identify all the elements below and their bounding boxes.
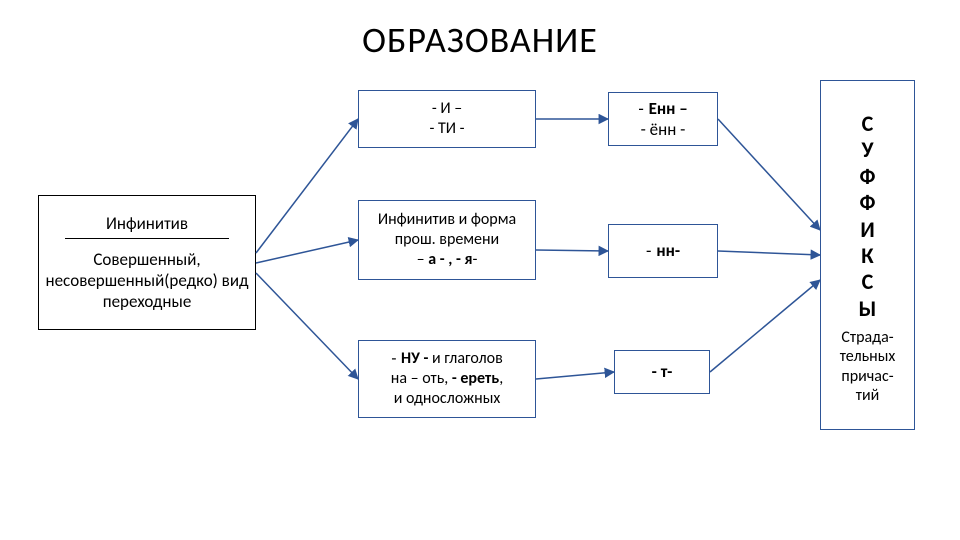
mid3-bold1: НУ - — [401, 349, 432, 368]
middle-box-2: Инфинитив и форма прош. времени – а - , … — [358, 200, 536, 280]
suffix-l3: Ф — [827, 190, 908, 216]
suffix-l5: К — [827, 243, 908, 269]
suffix-l7: Ы — [827, 296, 908, 322]
mid2-line1: Инфинитив и форма — [365, 210, 529, 230]
r3-bold: - т- — [621, 361, 703, 382]
suffix-sub2: причас- — [827, 367, 908, 386]
page-title: ОБРАЗОВАНИЕ — [0, 18, 960, 62]
middle-box-1: - И – - ТИ - — [358, 90, 536, 148]
r2-dash: - — [646, 241, 656, 260]
suffix-l0: С — [827, 111, 908, 137]
mid3-mid1: и глаголов — [432, 349, 503, 368]
mid2-l3-bold: а - , - я — [425, 250, 473, 269]
mid2-line2: прош. времени — [365, 230, 529, 250]
r2-line1: - нн- — [615, 240, 711, 261]
infinitive-box: Инфинитив Совершенный, несовершенный(ред… — [38, 195, 256, 330]
suffix-l6: С — [827, 269, 908, 295]
mid3-line2: на – оть, - ереть, — [365, 369, 529, 389]
mid2-l3-post: - — [472, 250, 477, 269]
right-box-1: - Енн – - ённ - — [608, 92, 718, 146]
middle-box-3: - НУ - и глаголов на – оть, - ереть, и о… — [358, 340, 536, 418]
mid3-l2-pre: на – оть, — [391, 369, 452, 388]
suffix-sub3: тий — [827, 386, 908, 405]
right-box-2: - нн- — [608, 224, 718, 278]
suffix-l2: Ф — [827, 164, 908, 190]
suffix-letters: С У Ф Ф И К С Ы — [827, 111, 908, 322]
suffix-sub1: тельных — [827, 347, 908, 366]
infinitive-header: Инфинитив — [65, 213, 229, 239]
r2-bold: нн- — [656, 240, 680, 261]
mid3-line1: - НУ - и глаголов — [365, 349, 529, 369]
suffix-sub0: Страда- — [827, 328, 908, 347]
mid3-line3: и односложных — [365, 389, 529, 409]
infinitive-body: Совершенный, несовершенный(редко) вид пе… — [45, 249, 249, 313]
mid1-line2: - ТИ - — [365, 119, 529, 139]
suffix-l1: У — [827, 137, 908, 163]
suffix-box: С У Ф Ф И К С Ы Страда- тельных причас- … — [820, 80, 915, 430]
r1-line1: - Енн – — [615, 98, 711, 119]
mid3-l2-post: , — [499, 369, 503, 388]
mid3-dash: - — [391, 350, 401, 367]
mid2-l3-pre: – — [417, 250, 425, 269]
mid2-line3: – а - , - я- — [365, 250, 529, 270]
r1-dash: - — [638, 99, 648, 118]
suffix-l4: И — [827, 217, 908, 243]
suffix-sub: Страда- тельных причас- тий — [827, 328, 908, 405]
right-box-3: - т- — [614, 350, 710, 394]
r1-line2: - ённ - — [615, 119, 711, 140]
mid3-l2-bold: - ереть — [452, 369, 499, 388]
r1-bold: Енн – — [649, 98, 688, 119]
mid1-line1: - И – — [365, 99, 529, 119]
